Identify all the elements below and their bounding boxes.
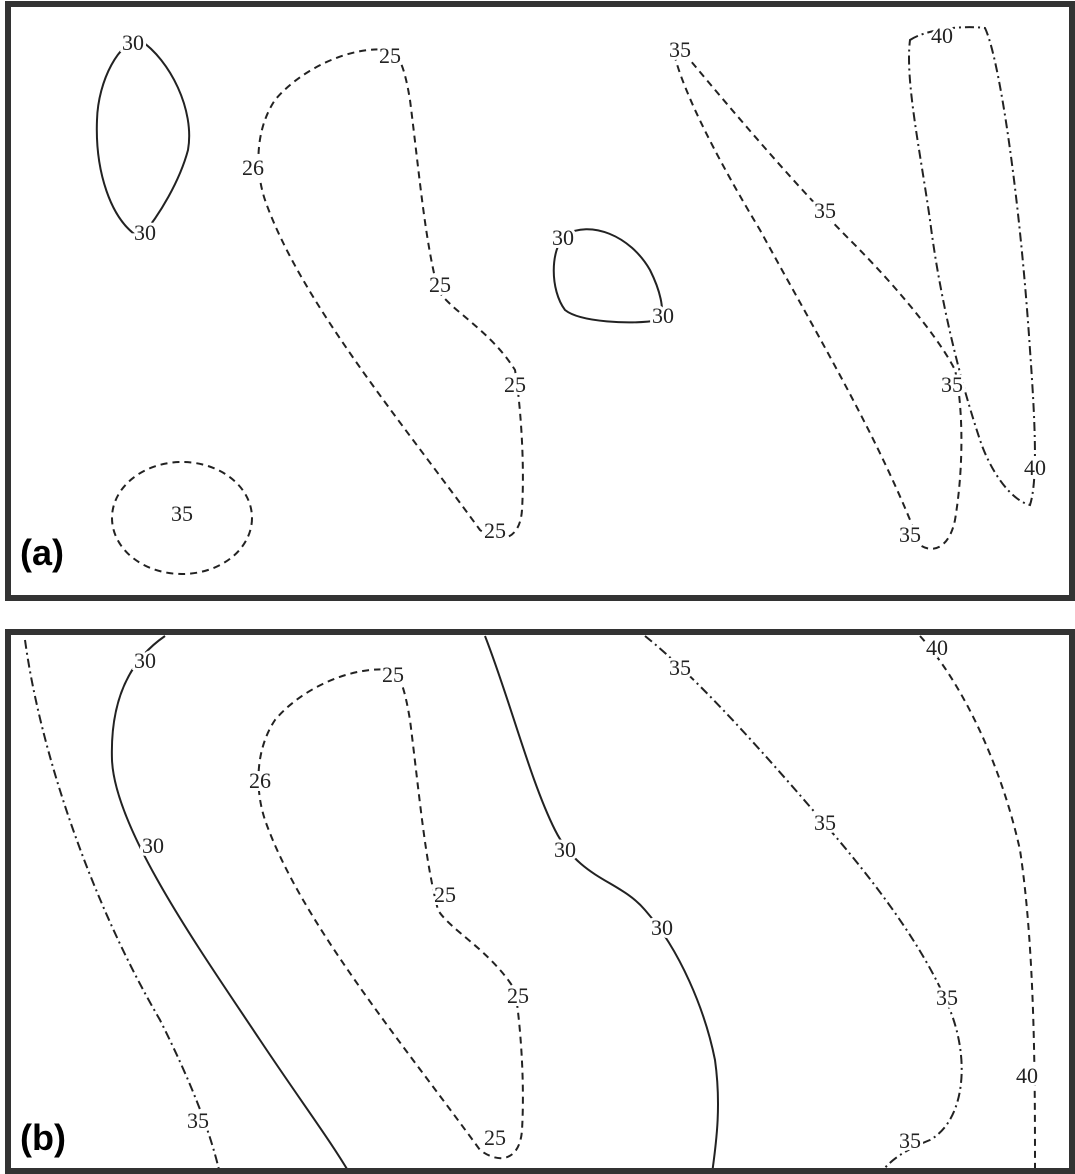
contour-label: 40 [931,23,953,48]
contour-label: 25 [382,662,404,687]
contour-label: 30 [142,833,164,858]
contour-label: 35 [187,1108,209,1133]
contour [670,40,963,550]
contour-label: 30 [554,837,576,862]
panel-frame [5,629,1075,1174]
contour-label: 35 [941,372,963,397]
contour-label: 35 [669,37,691,62]
panel-frame [5,1,1075,601]
contour-label: 35 [899,1128,921,1153]
contour-label: 26 [249,768,271,793]
contour [110,635,350,1172]
panel-label: (b) [20,1117,66,1158]
contour-label: 35 [936,985,958,1010]
contour-label: 25 [429,272,451,297]
contour [919,635,1036,1172]
panel-b: 35 30 30 25 26 25 25 25 30 30 35 35 35 3… [5,629,1075,1174]
contour-label: 25 [484,518,506,543]
panel-a: 30 30 25 26 25 25 25 35 30 30 35 35 35 3… [5,1,1075,601]
contour-label: 35 [171,501,193,526]
contour-label: 30 [652,303,674,328]
contour [257,668,524,1160]
contour-label: 30 [552,225,574,250]
contour [484,635,719,1172]
contour-label: 40 [1016,1063,1038,1088]
contour [644,635,963,1172]
contour-label: 30 [651,915,673,940]
contour-label: 25 [507,983,529,1008]
contour [257,48,524,540]
contour-label: 35 [899,522,921,547]
contour-label: 25 [504,372,526,397]
contour-label: 30 [134,648,156,673]
contour [908,26,1036,507]
contour-label: 26 [242,155,264,180]
contour-label: 40 [926,635,948,660]
contour-label: 30 [134,220,156,245]
contour-label: 25 [434,882,456,907]
contour [24,639,221,1172]
contour [552,228,663,324]
contour-label: 30 [122,30,144,55]
contour-label: 35 [814,810,836,835]
contour [95,38,191,240]
contour-label: 35 [814,198,836,223]
contour [111,461,253,575]
contour-label: 35 [669,655,691,680]
contour-label: 25 [484,1125,506,1150]
panel-label: (a) [20,532,64,573]
contour-label: 25 [379,43,401,68]
contour-label: 40 [1024,455,1046,480]
